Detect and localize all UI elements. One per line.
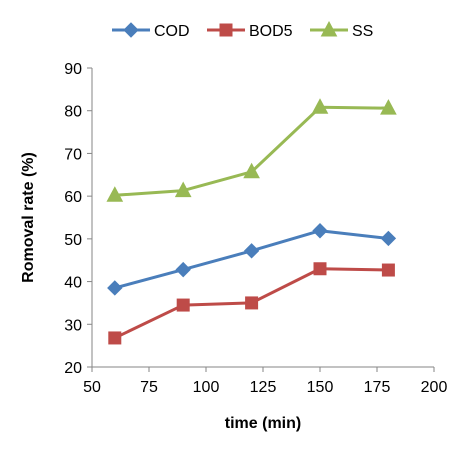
data-point-ss [380,99,397,115]
series-line-ss [114,105,389,197]
x-tick-label: 50 [83,379,101,396]
data-point-cod [243,243,260,259]
data-point-cod [107,280,123,296]
y-axis-title: Romoval rate (%) [20,152,37,283]
x-tick-label: 100 [193,379,220,396]
x-tick-label: 75 [140,379,158,396]
y-tick-label: 70 [64,146,82,163]
data-point-ss [311,98,329,114]
data-point-bod5 [176,298,190,312]
data-point-cod [380,230,397,247]
legend-label-ss: SS [352,23,373,40]
y-tick-label: 40 [64,275,82,292]
data-point-cod [175,261,191,278]
x-tick-label: 200 [421,379,448,396]
legend-marker-cod [123,22,139,38]
legend-marker-bod5 [219,23,233,37]
plot-area: 20 30 40 50 60 70 80 90 50 75 100 125 150 175 200 [64,61,447,396]
x-tick-label: 150 [307,379,334,396]
x-axis-title: time (min) [225,415,301,432]
data-point-bod5 [313,262,327,276]
legend-label-bod5: BOD5 [249,23,293,40]
x-tick-label: 175 [364,379,391,396]
x-tick-label: 125 [250,379,277,396]
legend: COD BOD5 SS [112,20,373,40]
y-tick-label: 20 [64,360,82,377]
data-point-bod5 [381,263,395,277]
data-point-bod5 [108,331,122,345]
legend-marker-ss [320,20,338,37]
y-tick-label: 30 [64,317,82,334]
y-tick-label: 90 [64,61,82,78]
legend-label-cod: COD [154,23,190,40]
y-tick-label: 50 [64,232,82,249]
data-point-ss [106,186,124,202]
y-tick-label: 60 [64,189,82,206]
y-tick-label: 80 [64,104,82,121]
data-point-ss [243,162,260,179]
data-point-cod [312,223,328,239]
data-point-bod5 [245,296,259,310]
series-line-cod [114,229,389,290]
data-point-ss [174,181,192,198]
